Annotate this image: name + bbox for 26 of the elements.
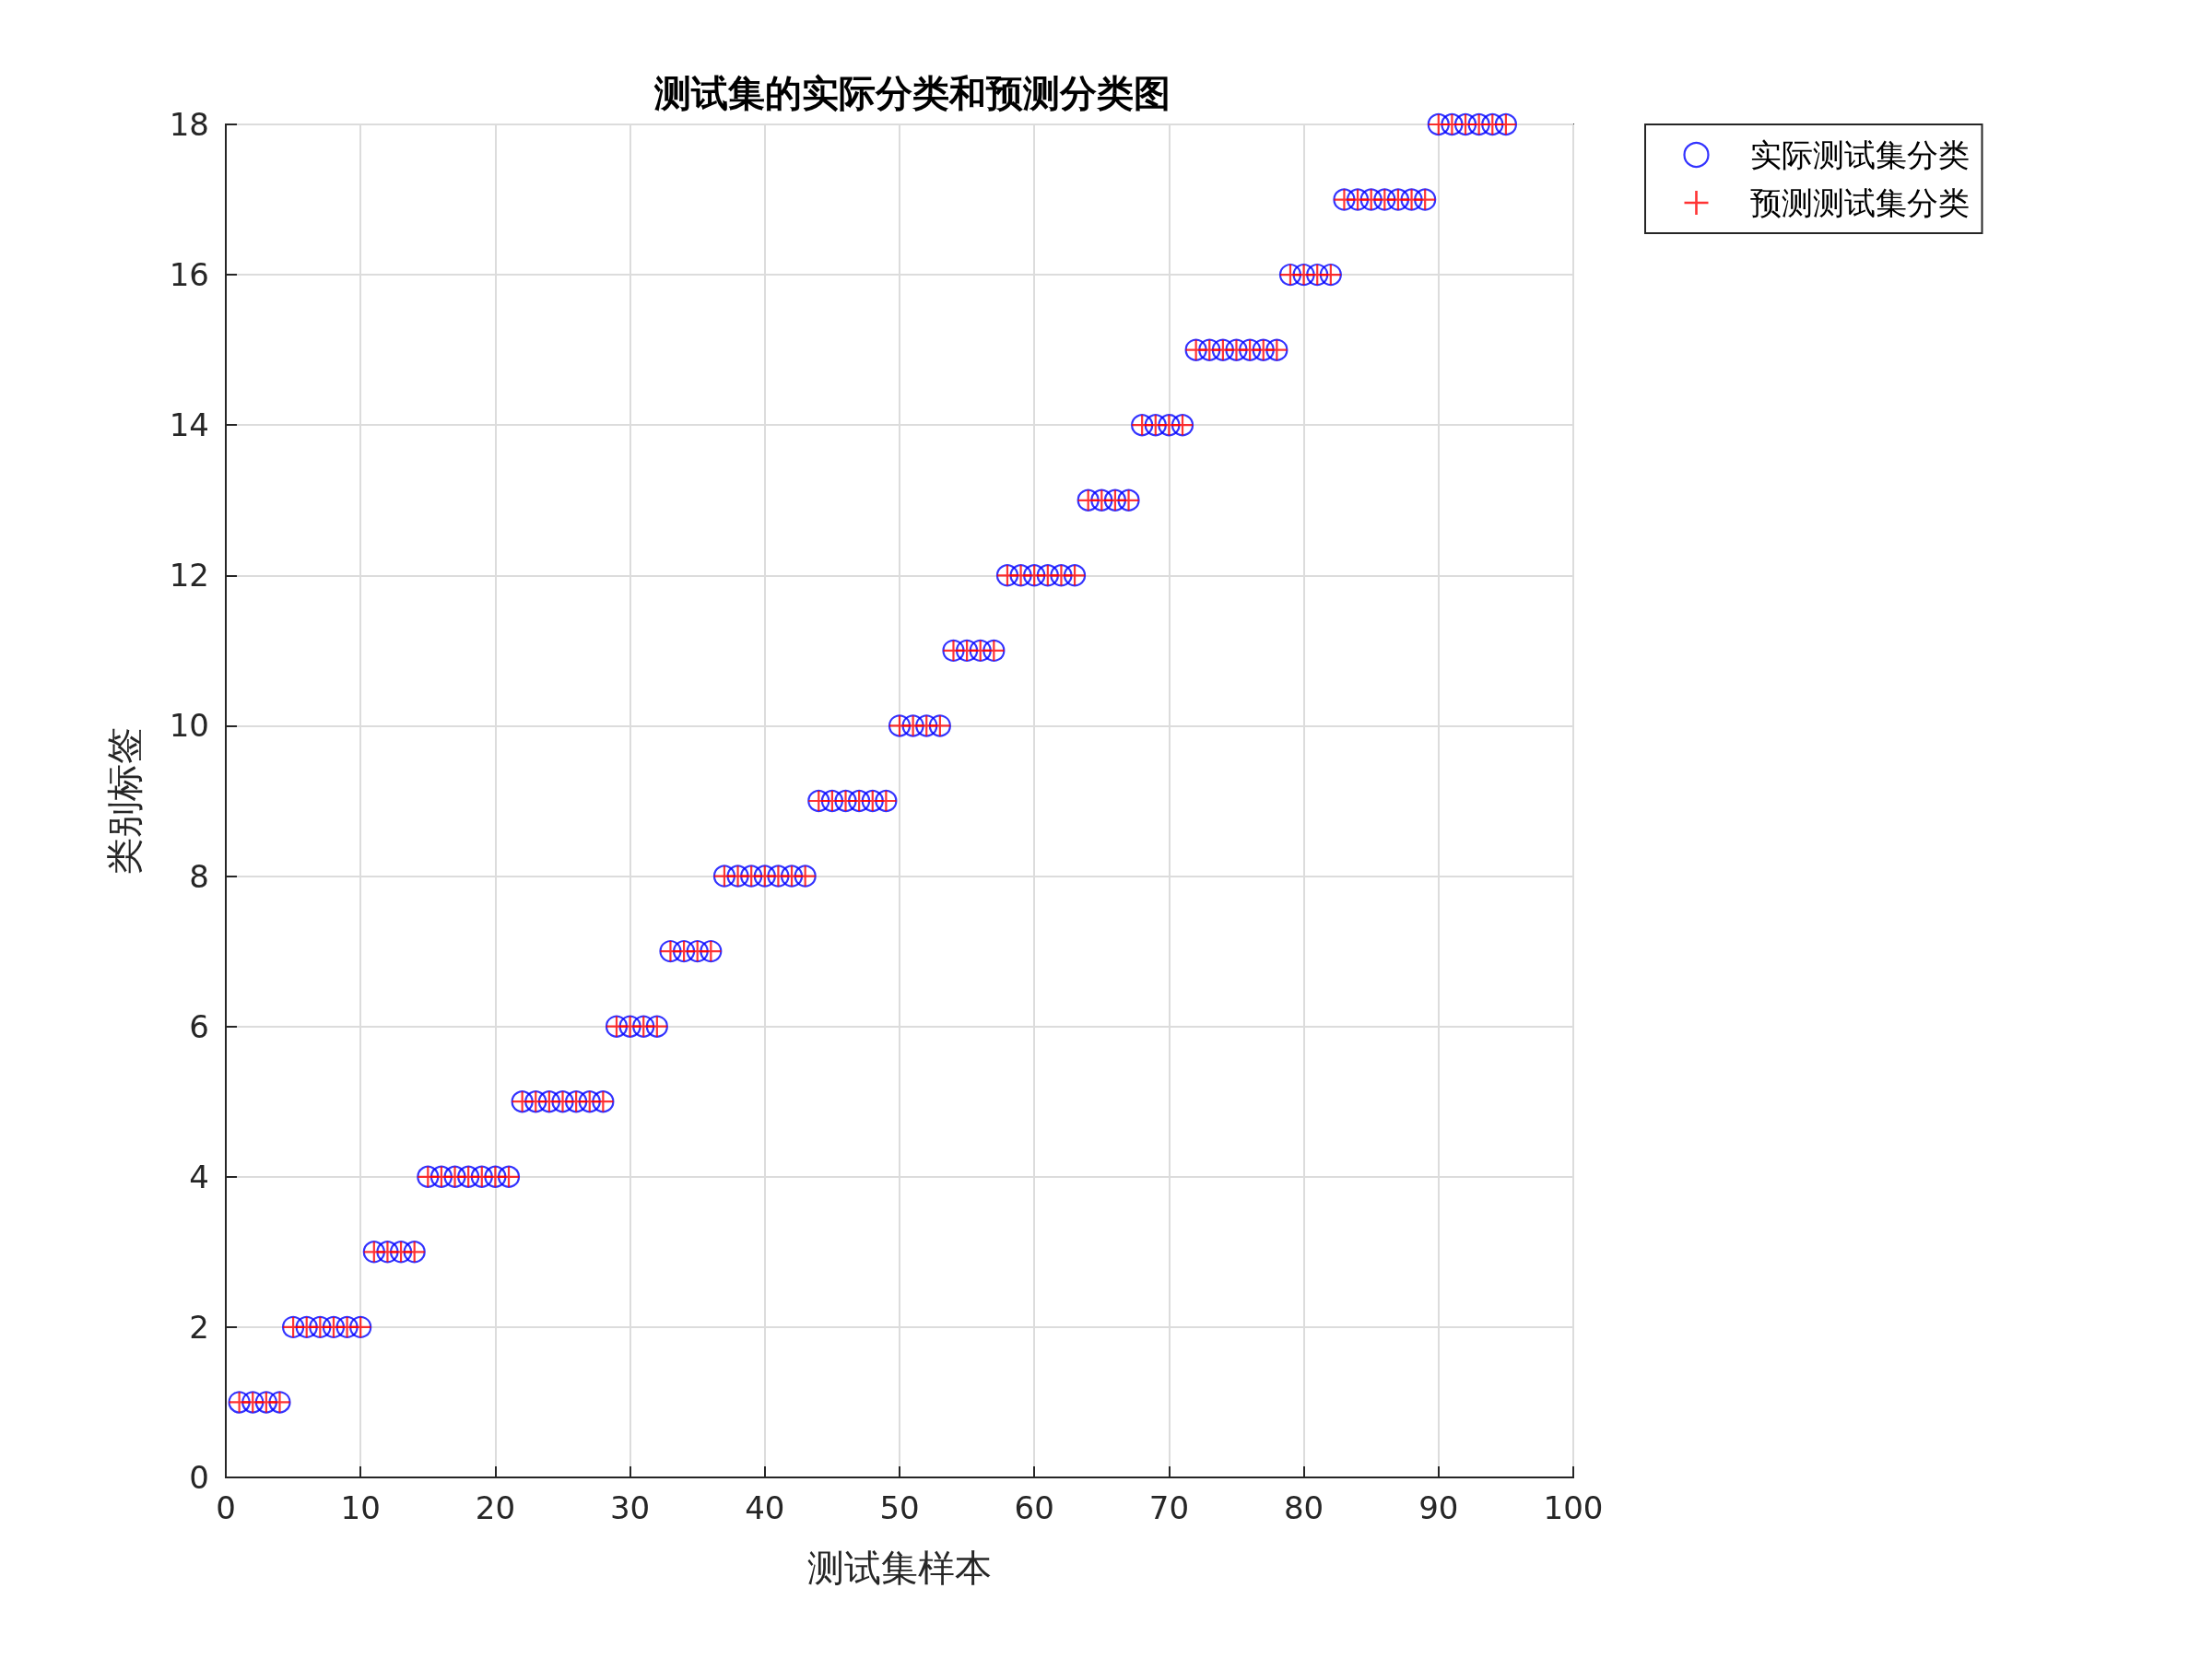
x-tick-label: 40 bbox=[745, 1489, 785, 1526]
y-tick-label: 2 bbox=[189, 1308, 209, 1346]
x-tick-label: 30 bbox=[609, 1489, 651, 1526]
y-tick-label: 18 bbox=[169, 106, 209, 143]
y-tick-label: 0 bbox=[189, 1459, 209, 1496]
x-axis-title: 测试集样本 bbox=[807, 1547, 992, 1589]
x-tick-label: 0 bbox=[216, 1489, 236, 1526]
y-axis-title: 类别标签 bbox=[103, 727, 146, 875]
x-tick-label: 80 bbox=[1283, 1489, 1324, 1526]
x-tick-label: 70 bbox=[1148, 1489, 1190, 1526]
y-tick-label: 14 bbox=[169, 406, 209, 444]
x-tick-label: 10 bbox=[340, 1489, 381, 1526]
legend-label: 预测测试集分类 bbox=[1749, 184, 1970, 221]
x-tick-label: 100 bbox=[1543, 1489, 1604, 1526]
y-tick-label: 10 bbox=[169, 707, 209, 745]
x-tick-label: 60 bbox=[1014, 1489, 1054, 1526]
chart-title: 测试集的实际分类和预测分类图 bbox=[653, 70, 1171, 114]
legend-label: 实际测试集分类 bbox=[1749, 136, 1970, 173]
x-tick-label: 20 bbox=[475, 1489, 516, 1526]
y-tick-label: 12 bbox=[169, 557, 209, 594]
y-tick-label: 6 bbox=[189, 1007, 209, 1045]
y-tick-label: 16 bbox=[169, 256, 209, 294]
y-tick-label: 8 bbox=[189, 857, 209, 895]
y-tick-label: 4 bbox=[189, 1158, 209, 1195]
x-tick-label: 50 bbox=[879, 1489, 920, 1526]
x-tick-label: 90 bbox=[1418, 1489, 1459, 1526]
